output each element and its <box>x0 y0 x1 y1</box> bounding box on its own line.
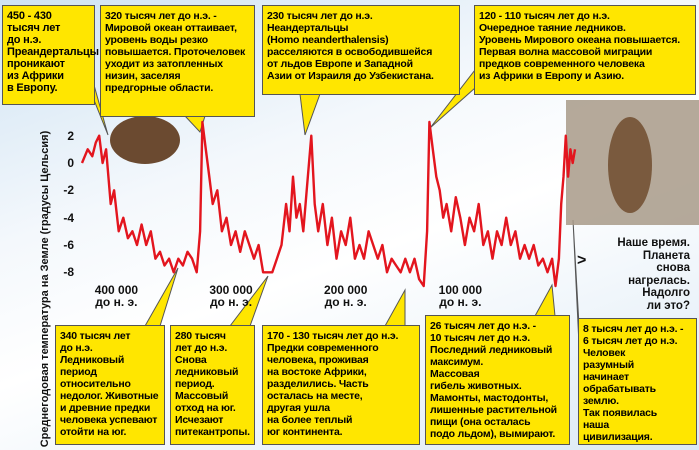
callout-box: 230 тысяч лет до н.э. Неандертальцы (Hom… <box>262 5 460 95</box>
arrow: > <box>577 252 587 269</box>
callout-box: 26 тысяч лет до н.э. - 10 тысяч лет до н… <box>425 315 570 445</box>
y-tick-label: 2 <box>67 128 74 143</box>
caveman-figure <box>608 117 652 213</box>
callout-box: 320 тысяч лет до н.э. - Мировой океан от… <box>100 5 255 117</box>
y-tick-label: -4 <box>63 210 74 225</box>
callout-box: 120 - 110 тысяч лет до н.э. Очередное та… <box>474 5 696 95</box>
x-tick-label: 200 000 до н. э. <box>323 283 368 309</box>
callout-box: 170 - 130 тысяч лет до н.э. Предки совре… <box>262 325 420 445</box>
y-axis-label: Среднегодовая температура на Земле (град… <box>39 130 51 448</box>
callout-box: 450 - 430 тысяч лет до н.э. Преандерталь… <box>2 5 99 105</box>
pointer <box>534 283 556 317</box>
callout-box: 8 тысяч лет до н.э. - 6 тысяч лет до н.э… <box>578 318 697 445</box>
x-tick-label: 100 000 до н. э. <box>438 283 483 309</box>
y-tick-label: 0 <box>67 156 74 170</box>
y-tick-label: -2 <box>63 183 74 198</box>
closing-text: Наше время. Планета снова нагрелась. Над… <box>617 237 690 312</box>
x-tick-label: 300 000 до н. э. <box>209 283 253 309</box>
mammoth-illustration <box>110 116 180 164</box>
pointer <box>384 288 406 327</box>
callout-pointers <box>93 68 580 346</box>
temperature-line <box>80 120 577 288</box>
pointer <box>299 93 321 136</box>
y-tick-label: -6 <box>63 238 74 252</box>
callout-box: 280 тысяч лет до н.э. Снова ледниковый п… <box>170 325 255 445</box>
y-tick-label: -8 <box>63 265 74 280</box>
x-tick-label: 400 000 до н. э. <box>94 283 139 309</box>
callout-box: 340 тысяч лет до н.э. Ледниковый период … <box>55 325 165 445</box>
